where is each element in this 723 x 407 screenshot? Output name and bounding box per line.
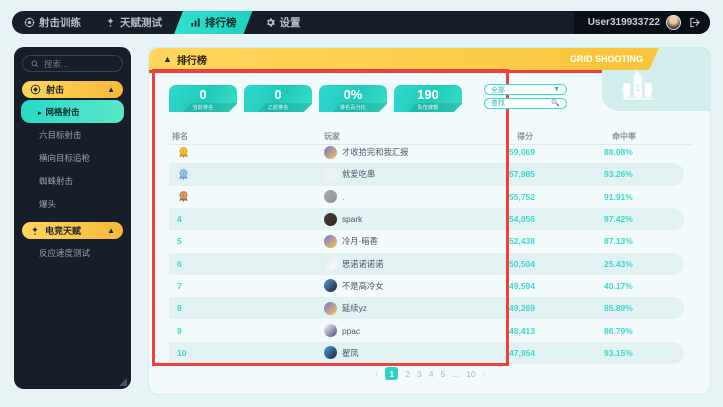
svg-text:3: 3 [182, 194, 184, 198]
svg-text:1: 1 [635, 83, 640, 93]
svg-text:1: 1 [182, 149, 184, 153]
svg-text:2: 2 [182, 172, 184, 176]
